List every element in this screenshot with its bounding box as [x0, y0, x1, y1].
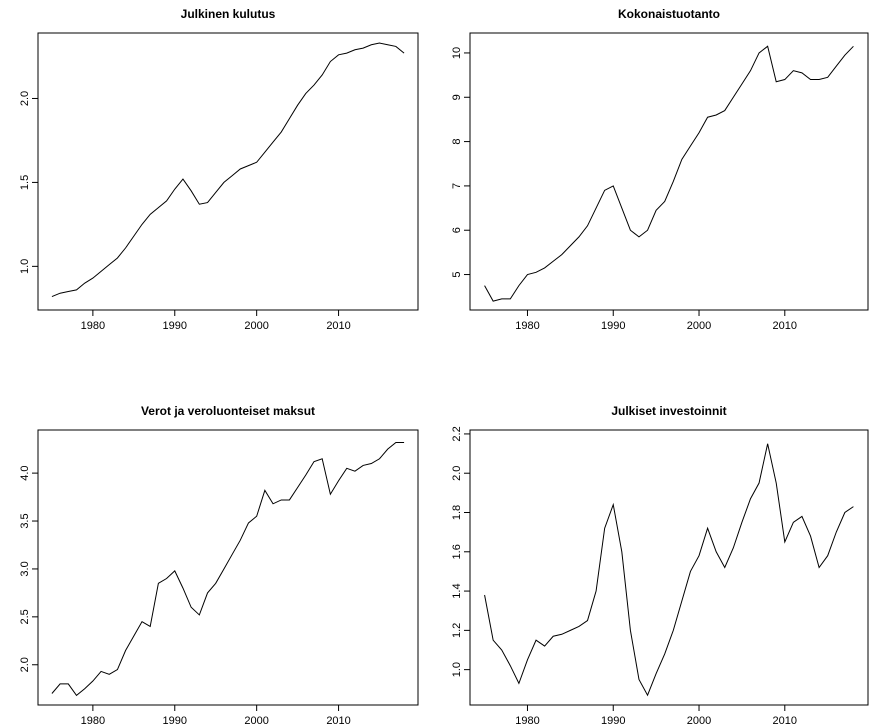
y-tick-label: 5 [451, 271, 463, 277]
data-line [484, 45, 854, 302]
x-tick-label: 2000 [687, 320, 711, 332]
y-tick-label: 1.4 [451, 583, 463, 598]
x-tick-label: 1990 [163, 320, 187, 332]
data-line [51, 441, 405, 697]
x-tick-label: 2010 [326, 715, 350, 726]
x-tick-label: 1980 [515, 320, 539, 332]
y-tick-label: 2.0 [19, 91, 31, 106]
panel: Julkinen kulutus 1980 1990 2000 2010 1.0 1.5 2.… [19, 7, 419, 332]
y-tick-label: 1.2 [451, 623, 463, 638]
y-tick-label: 2.0 [19, 657, 31, 672]
data-line [484, 443, 854, 697]
y-tick-label: 7 [451, 183, 463, 189]
y-tick-label: 1.0 [19, 259, 31, 274]
x-tick-label: 1980 [81, 715, 105, 726]
y-tick-label: 3.0 [19, 561, 31, 576]
y-tick-label: 2.5 [19, 609, 31, 624]
y-tick-label: 1.5 [19, 175, 31, 190]
plot-frame [37, 429, 419, 706]
plot-frame [469, 429, 869, 706]
panel: Julkiset investoinnit 1980 1990 2000 2010 1.0… [451, 404, 869, 726]
chart-title: Julkiset investoinnit [611, 404, 726, 418]
y-tick-label: 2.2 [451, 426, 463, 441]
y-tick-label: 9 [451, 94, 463, 100]
panel: Verot ja veroluonteiset maksut 1980 1990 20… [19, 404, 419, 726]
y-tick-label: 1.6 [451, 544, 463, 559]
chart-title: Julkinen kulutus [181, 7, 276, 21]
plot-frame [469, 32, 869, 311]
y-tick-label: 2.0 [451, 466, 463, 481]
y-tick-label: 10 [451, 47, 463, 59]
x-tick-label: 2000 [244, 715, 268, 726]
x-tick-label: 2010 [326, 320, 350, 332]
y-tick-label: 4.0 [19, 465, 31, 480]
x-tick-label: 2010 [773, 320, 797, 332]
x-tick-label: 1980 [81, 320, 105, 332]
x-tick-label: 2000 [687, 715, 711, 726]
y-tick-label: 1.0 [451, 662, 463, 677]
y-tick-label: 8 [451, 139, 463, 145]
x-tick-label: 2010 [773, 715, 797, 726]
chart-title: Kokonaistuotanto [618, 7, 720, 21]
x-tick-label: 1990 [163, 715, 187, 726]
data-line [51, 42, 405, 298]
x-tick-label: 1990 [601, 715, 625, 726]
y-tick-label: 1.8 [451, 505, 463, 520]
x-tick-label: 1980 [515, 715, 539, 726]
x-tick-label: 1990 [601, 320, 625, 332]
chart-title: Verot ja veroluonteiset maksut [141, 404, 315, 418]
y-tick-label: 6 [451, 227, 463, 233]
plot-frame [37, 32, 419, 311]
x-tick-label: 2000 [244, 320, 268, 332]
panel: Kokonaistuotanto 1980 1990 2000 2010 5 6 7 8 9 10 [451, 7, 869, 332]
y-tick-label: 3.5 [19, 513, 31, 528]
